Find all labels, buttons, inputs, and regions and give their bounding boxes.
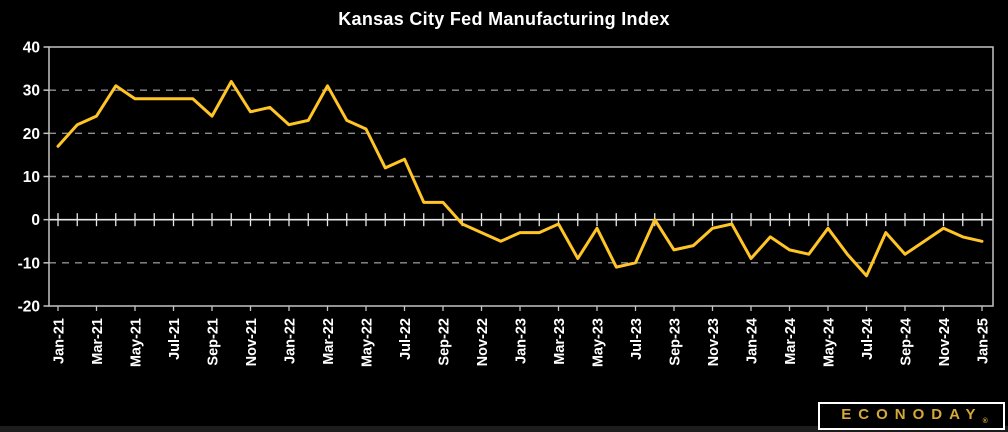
x-axis-label: Jan-22 — [283, 318, 299, 364]
x-axis-label: Nov-21 — [244, 318, 260, 366]
x-axis-label: Jan-23 — [514, 318, 530, 364]
x-axis-label: Sep-21 — [206, 318, 222, 366]
chart-title: Kansas City Fed Manufacturing Index — [338, 9, 670, 29]
y-axis-label: 30 — [23, 83, 40, 100]
y-axis-label: -20 — [18, 299, 40, 316]
x-axis-label: Jul-23 — [629, 318, 645, 360]
econoday-logo-text: ECONODAY® — [841, 406, 988, 425]
econoday-logo: ECONODAY® — [818, 402, 1005, 430]
x-axis-label: Sep-23 — [668, 318, 684, 366]
y-axis-label: 20 — [23, 126, 40, 143]
x-axis-label: Jul-24 — [860, 318, 876, 360]
y-axis-label: 10 — [23, 169, 40, 186]
x-axis-label: May-23 — [591, 318, 607, 367]
x-axis-label: Sep-24 — [899, 318, 915, 366]
y-axis-label: -10 — [18, 255, 40, 272]
x-axis-label: Mar-23 — [552, 318, 568, 365]
x-axis-label: May-22 — [360, 318, 376, 367]
x-axis-label: May-21 — [129, 318, 145, 367]
x-axis-label: Nov-22 — [475, 318, 491, 366]
registered-mark-icon: ® — [982, 418, 988, 425]
x-axis-label: Jan-21 — [52, 318, 68, 364]
x-axis-label: Jan-24 — [745, 318, 761, 364]
y-axis-label: 40 — [23, 40, 40, 57]
x-axis-label: Mar-21 — [90, 318, 106, 365]
y-axis-label: 0 — [31, 212, 40, 229]
bottom-strip — [0, 426, 1008, 432]
x-axis-label: Mar-22 — [321, 318, 337, 365]
x-axis-label: Jan-25 — [976, 318, 992, 364]
x-axis-label: Jul-21 — [167, 318, 183, 360]
x-axis-label: May-24 — [822, 318, 838, 367]
x-axis-label: Nov-24 — [937, 318, 953, 366]
x-axis-label: Sep-22 — [437, 318, 453, 366]
x-axis-label: Nov-23 — [706, 318, 722, 366]
x-axis-label: Mar-24 — [783, 318, 799, 365]
index-data-line — [56, 80, 984, 278]
x-axis-label: Jul-22 — [398, 318, 414, 360]
